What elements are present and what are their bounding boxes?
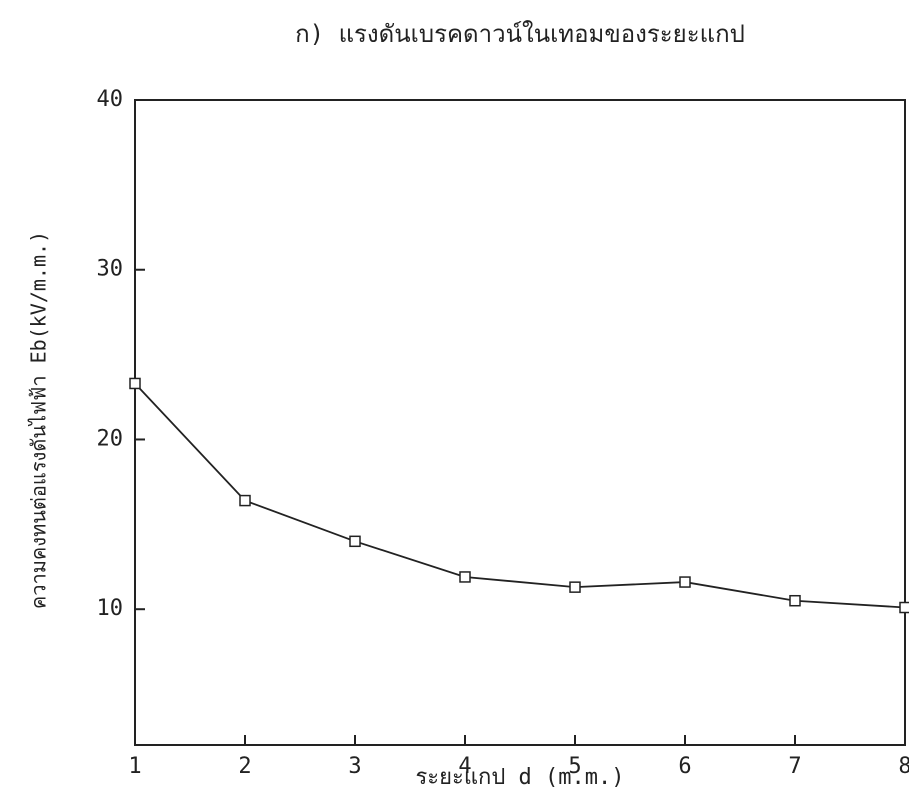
chart-title: ก) แรงดันเบรคดาวน์ในเทอมของระยะแกป — [295, 20, 745, 48]
x-tick-label: 5 — [568, 754, 581, 779]
y-tick-label: 40 — [97, 87, 124, 112]
plot-frame — [134, 99, 906, 746]
marker — [679, 576, 691, 588]
x-tick-label: 2 — [238, 754, 251, 779]
marker — [569, 581, 581, 593]
y-axis-label: ความคงทนต่อแรงดันไฟฟ้า Eb(kV/m.m.) — [27, 231, 51, 609]
marker — [239, 494, 251, 507]
marker — [789, 594, 801, 607]
marker — [129, 377, 141, 390]
x-tick-label: 6 — [678, 754, 691, 779]
x-tick-label: 4 — [458, 754, 471, 779]
y-tick-label: 10 — [97, 596, 124, 621]
marker — [459, 571, 471, 583]
y-tick-label: 20 — [97, 426, 124, 451]
y-tick-label: 30 — [97, 257, 124, 282]
x-tick-label: 1 — [128, 754, 141, 779]
x-tick-label: 3 — [348, 754, 361, 779]
marker — [899, 601, 909, 614]
x-tick-label: 8 — [898, 754, 909, 779]
line — [134, 382, 906, 609]
marker — [349, 535, 361, 548]
x-tick-label: 7 — [788, 754, 801, 779]
x-axis-label: ระยะแกป d (m.m.) — [415, 765, 624, 790]
